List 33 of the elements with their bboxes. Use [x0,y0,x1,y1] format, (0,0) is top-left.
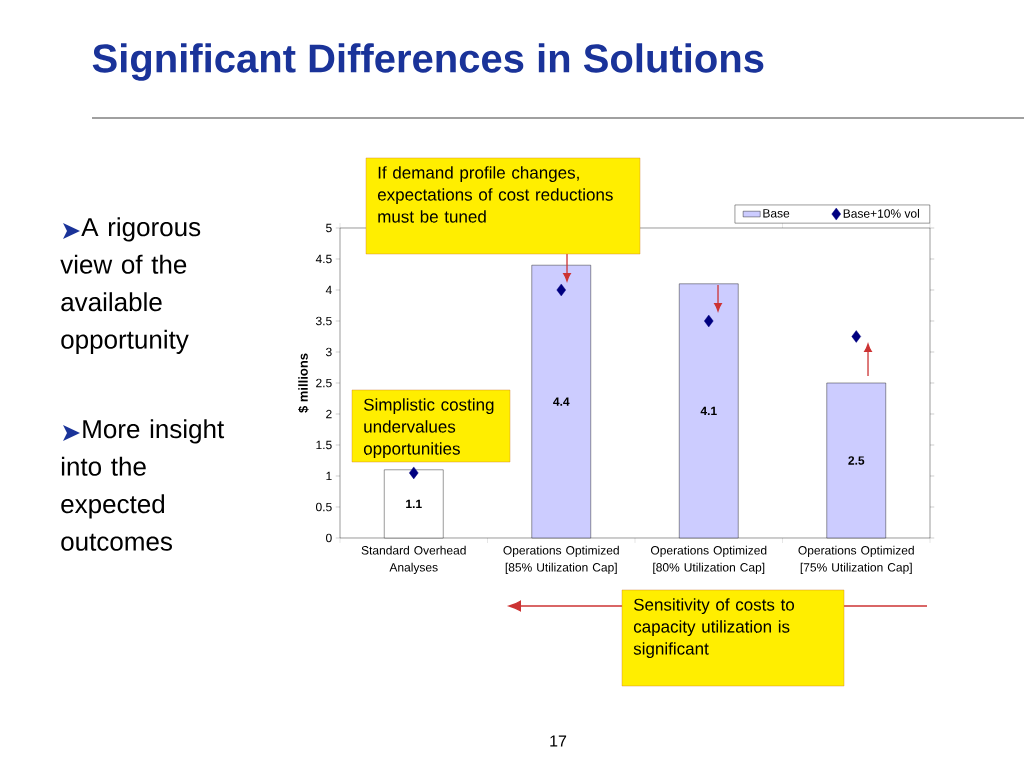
y-tick-label: 3.5 [315,316,332,326]
text: If demand profile changes, expectations of cost reductions must be tuned [377,166,613,223]
text: 17 [550,735,567,747]
y-tick-label: 4.5 [315,254,332,264]
y-tick-label: 2.5 [316,378,332,388]
text: Sensitivity of costs to capacity utilization is significant [633,598,795,659]
data-label: 1.1 [406,499,422,509]
y-axis-title: $ millions [298,353,309,413]
x-tick-label: Operations Optimized [75% Utilization Cap] [798,545,914,574]
y-tick-label: 3 [325,347,332,357]
text: More insight into the expected outcomes [61,419,225,551]
y-tick-label: 5 [326,223,332,233]
y-tick-label: 1 [326,471,332,481]
annotation: Simplistic costing undervalues opportunities [363,398,494,459]
data-label: 2.5 [848,456,865,465]
y-tick-label: 0.5 [315,502,332,512]
y-tick-label: 2 [326,409,332,419]
y-tick-label: 0 [326,533,332,543]
data-label: 4.4 [553,397,570,406]
x-tick-label: Operations Optimized [85% Utilization Cap] [503,545,619,574]
legend-label: Base+10% vol [843,208,919,218]
legend-label: Base [763,209,790,218]
x-tick-label: Standard Overhead Analyses [361,545,466,574]
point [851,330,861,343]
y-tick-label: 4 [325,285,332,295]
point [704,314,714,328]
text: A rigorous view of the available opportunity [60,217,201,354]
chart-title: Significant Differences in Solutions [92,43,764,81]
point [409,466,419,480]
y-tick-label: 1.5 [316,440,332,450]
x-tick-label: Operations Optimized [80% Utilization Cap] [650,545,767,574]
point [556,283,566,297]
data-label: 4.1 [700,406,717,416]
